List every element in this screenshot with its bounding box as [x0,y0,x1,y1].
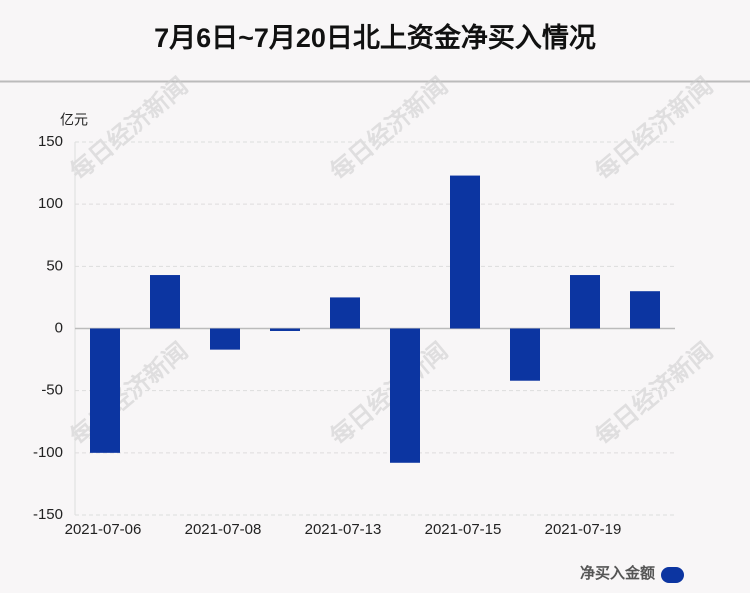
x-tick-label: 2021-07-08 [185,521,262,538]
bar [450,175,480,329]
legend-swatch [661,567,684,583]
y-tick-label: -100 [33,444,63,461]
x-tick-label: 2021-07-06 [65,521,142,538]
x-tick-label: 2021-07-13 [305,521,382,538]
x-tick-label: 2021-07-15 [425,521,502,538]
bar [90,328,120,453]
x-tick-label: 2021-07-19 [545,521,622,538]
y-tick-label: -50 [41,382,63,399]
bar [510,328,540,381]
bar [210,328,240,350]
legend-label: 净买入金额 [580,564,655,582]
y-tick-label: 150 [38,133,63,150]
y-tick-label: -150 [33,506,63,523]
bar [330,297,360,329]
unit-label: 亿元 [60,112,88,128]
bar [150,275,180,329]
chart-title: 7月6日~7月20日北上资金净买入情况 [154,22,596,53]
bar [630,291,660,329]
bar [570,275,600,329]
bar [390,328,420,463]
y-tick-label: 0 [55,319,63,336]
y-tick-label: 50 [46,257,63,274]
y-tick-label: 100 [38,195,63,212]
bar [270,328,300,331]
